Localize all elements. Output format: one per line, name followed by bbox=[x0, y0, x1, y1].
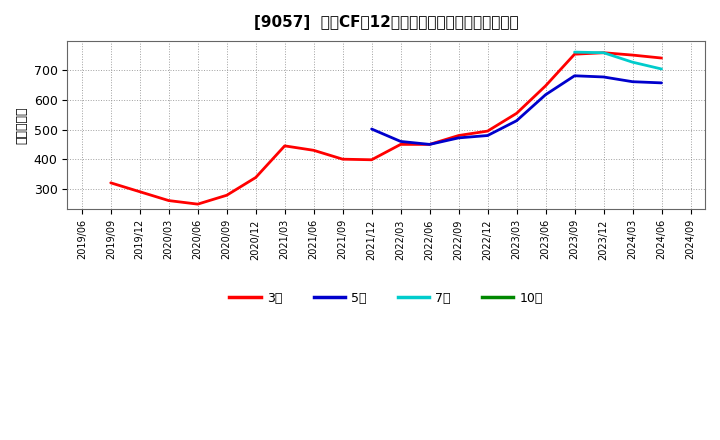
Legend: 3年, 5年, 7年, 10年: 3年, 5年, 7年, 10年 bbox=[225, 286, 548, 309]
Title: [9057]  営業CFだ12か月移動合計の標準偏差の推移: [9057] 営業CFだ12か月移動合計の標準偏差の推移 bbox=[254, 15, 518, 30]
Y-axis label: （百万円）: （百万円） bbox=[15, 106, 28, 144]
